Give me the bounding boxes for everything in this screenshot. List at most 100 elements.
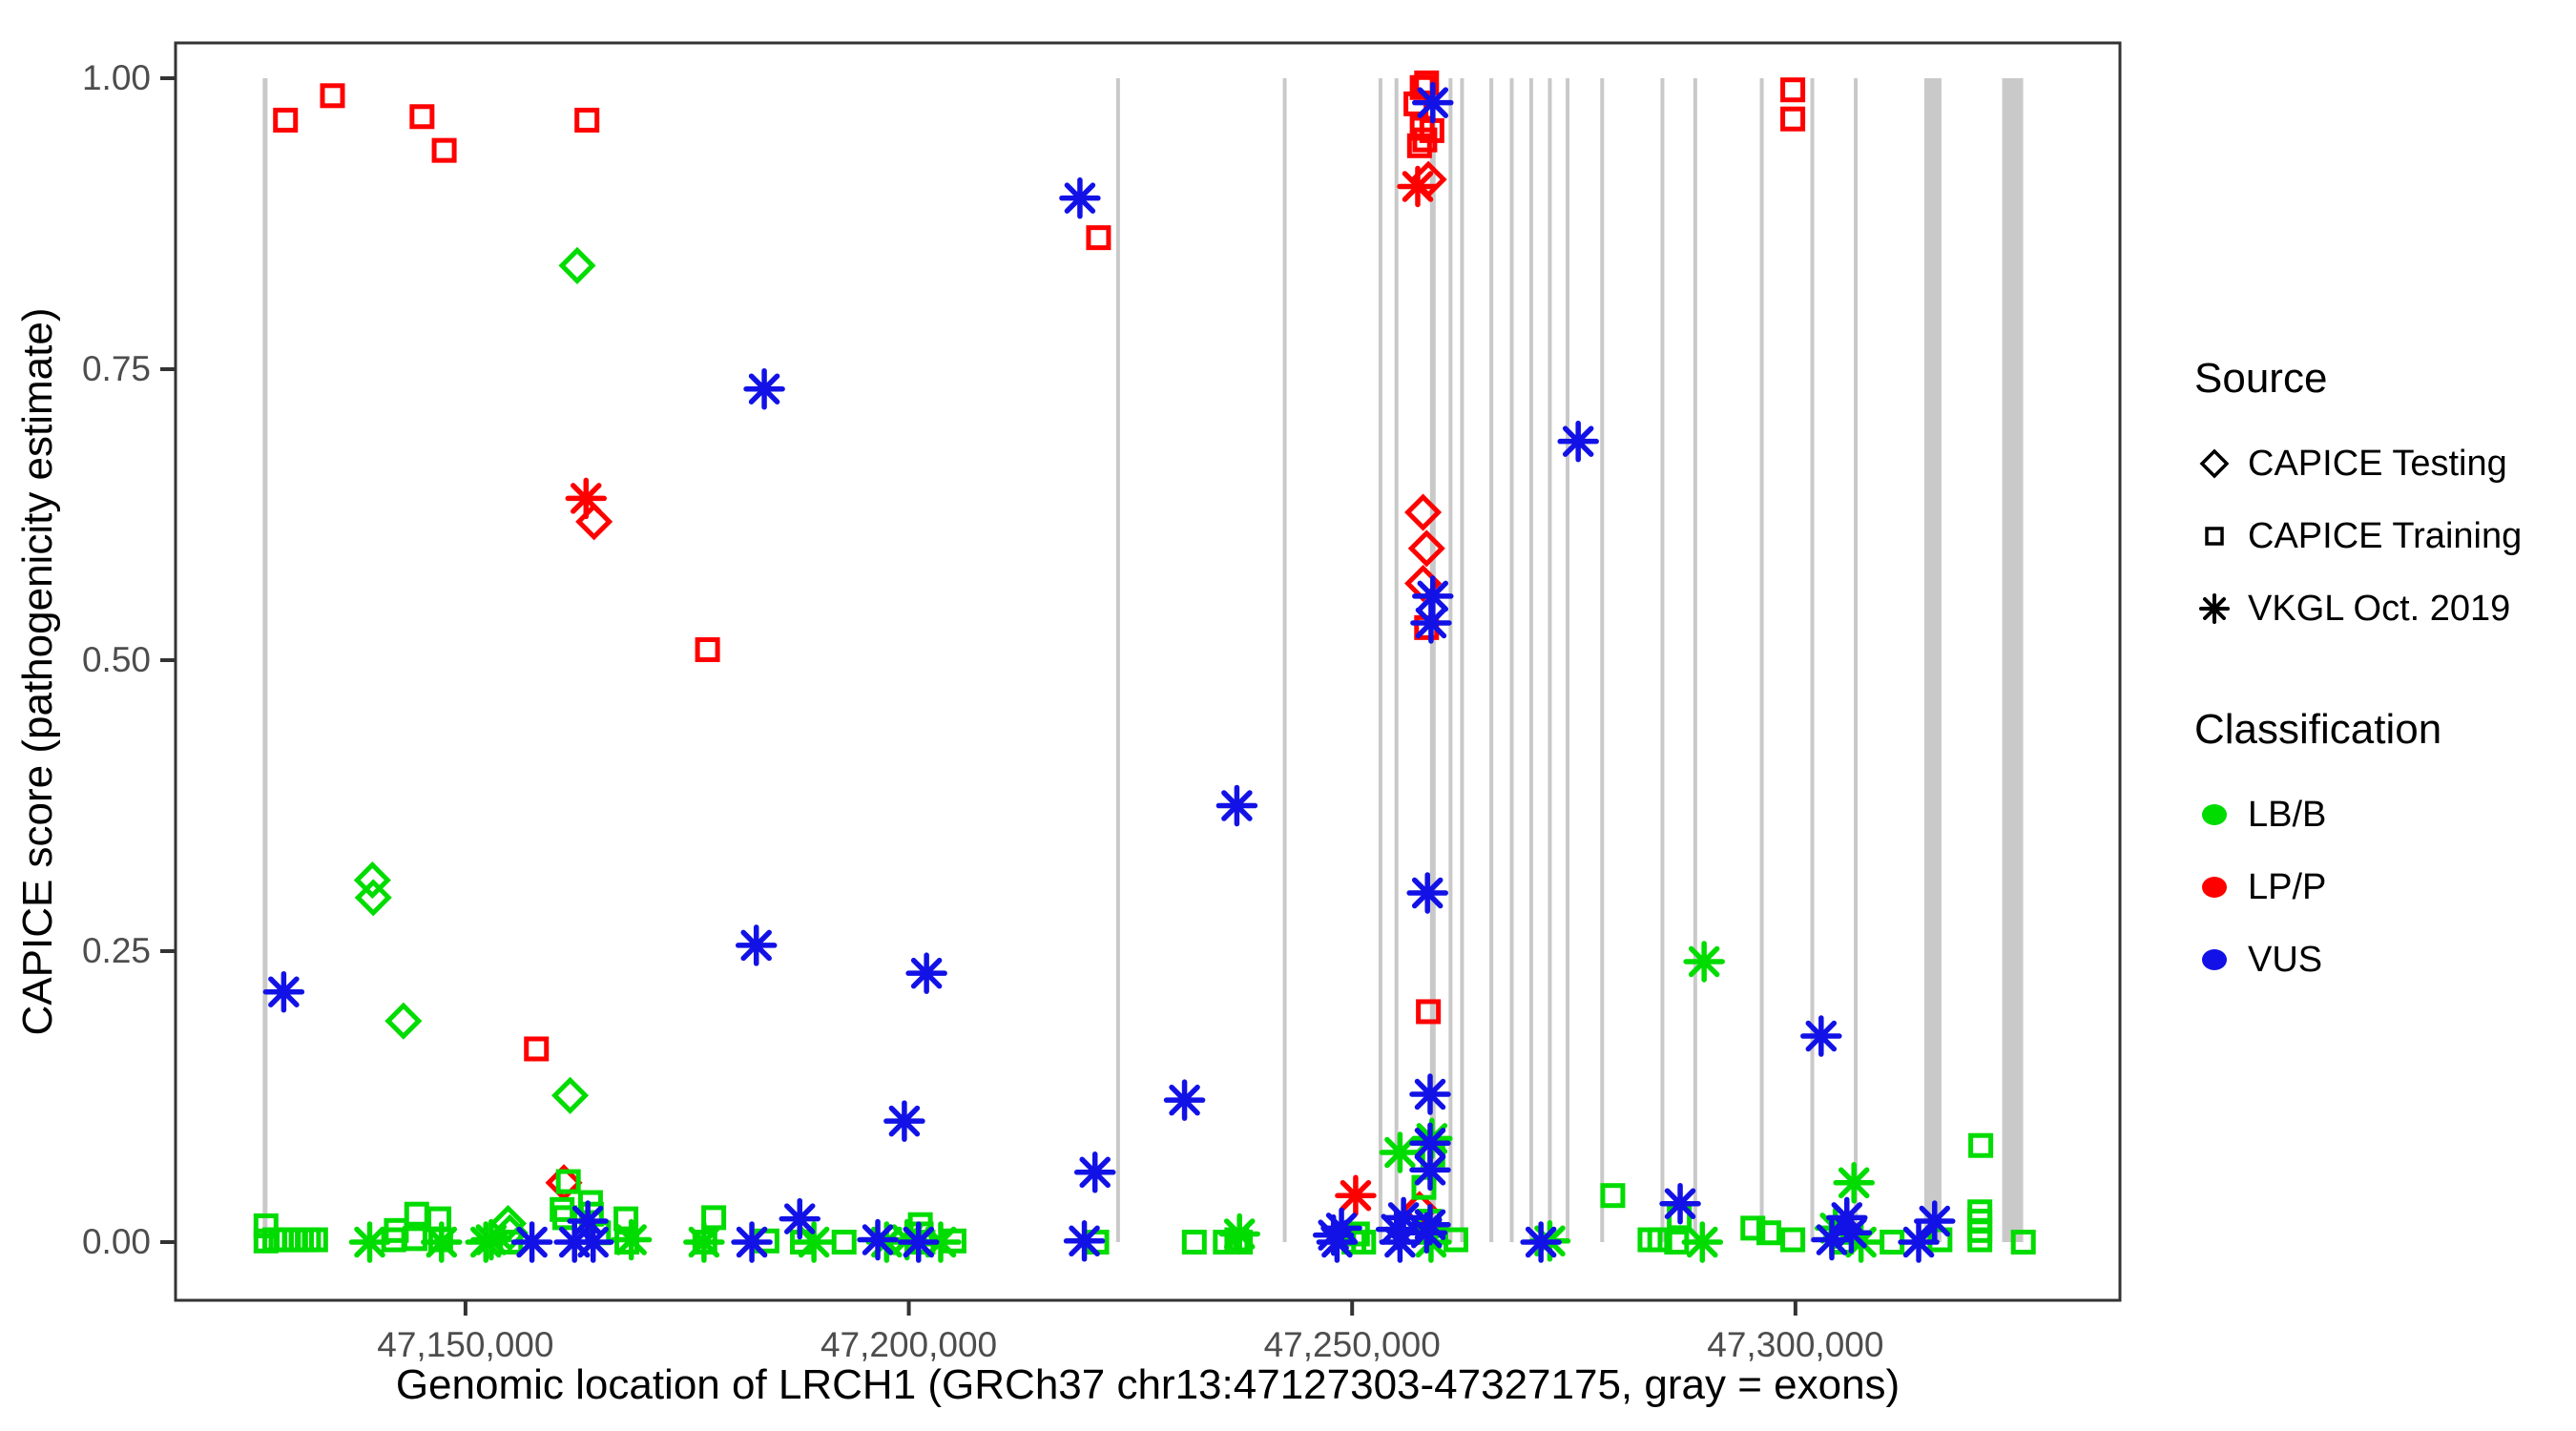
data-point	[1659, 1182, 1701, 1225]
legend-classification: Classification LB/B LP/P VUS	[2194, 706, 2522, 996]
data-point	[558, 246, 596, 284]
data-point	[1898, 1221, 1940, 1263]
data-point	[348, 1221, 391, 1263]
data-point	[1059, 176, 1101, 219]
data-point	[296, 1227, 322, 1253]
legend-item-label: VUS	[2248, 939, 2323, 980]
diamond-icon	[2199, 448, 2230, 479]
exon-bar	[1759, 78, 1764, 1242]
y-tick-label: 0.50	[81, 640, 151, 679]
data-point	[1397, 165, 1439, 208]
y-tick-label: 1.00	[81, 58, 151, 97]
data-point	[2010, 1230, 2036, 1255]
y-tick-label: 0.00	[81, 1222, 151, 1261]
data-point	[1800, 1015, 1842, 1057]
data-point	[1647, 1227, 1672, 1253]
data-point	[1335, 1174, 1377, 1216]
data-point	[1406, 872, 1448, 914]
y-tick-label: 0.25	[81, 931, 151, 970]
data-point	[857, 1218, 899, 1261]
x-tick-label: 47,150,000	[377, 1325, 554, 1364]
x-tick-label: 47,250,000	[1263, 1325, 1441, 1364]
data-point	[1409, 1149, 1451, 1192]
data-point	[1520, 1221, 1562, 1263]
exon-bar	[1509, 78, 1514, 1242]
data-point	[275, 1227, 301, 1253]
exon-bar	[1282, 78, 1287, 1242]
legend-item-vkgl: VKGL Oct. 2019	[2194, 572, 2522, 645]
exon-bar	[1528, 78, 1533, 1242]
data-point	[610, 1218, 653, 1261]
data-point	[510, 1221, 553, 1263]
exon-bar	[1854, 78, 1859, 1242]
data-point	[302, 1227, 328, 1253]
data-point	[1780, 77, 1806, 103]
data-point	[1416, 999, 1442, 1025]
data-point	[384, 1002, 423, 1040]
data-point	[1780, 106, 1806, 132]
data-point	[1833, 1162, 1875, 1204]
legend-item-label: LP/P	[2248, 866, 2327, 907]
legend-source: Source CAPICE Testing CAPICE Training	[2194, 355, 2522, 645]
data-point	[898, 1221, 940, 1263]
data-point	[883, 1100, 925, 1142]
data-point	[1914, 1200, 1956, 1242]
data-point	[354, 879, 392, 917]
exon-bar	[2002, 78, 2024, 1242]
data-point	[1740, 1215, 1766, 1241]
green-dot-icon	[2202, 804, 2227, 825]
exon-bar	[1115, 78, 1120, 1242]
data-point	[743, 367, 785, 410]
data-point	[353, 861, 391, 900]
exon-bar	[1548, 78, 1552, 1242]
data-point	[1320, 1207, 1362, 1250]
data-point	[1181, 1230, 1207, 1255]
data-point	[1780, 1227, 1806, 1253]
data-point	[1830, 1212, 1873, 1254]
data-point	[1163, 1079, 1206, 1121]
data-point	[421, 1221, 463, 1263]
legend-item-capice-training: CAPICE Training	[2194, 500, 2522, 572]
exon-bar	[1693, 78, 1697, 1242]
square-icon	[2205, 527, 2224, 546]
data-point	[613, 1206, 639, 1232]
data-point	[404, 1201, 429, 1227]
data-point	[735, 924, 778, 966]
exon-bar	[1489, 78, 1494, 1242]
legend: Source CAPICE Testing CAPICE Training	[2194, 355, 2522, 996]
exon-bar	[262, 78, 268, 1242]
data-point	[470, 1218, 512, 1261]
legend-item-label: CAPICE Training	[2248, 515, 2523, 556]
data-point	[683, 1221, 725, 1263]
legend-item-label: VKGL Oct. 2019	[2248, 588, 2511, 629]
plot-border	[174, 41, 2122, 1302]
exon-bar	[1378, 78, 1382, 1242]
x-axis-title: Genomic location of LRCH1 (GRCh37 chr13:…	[395, 1361, 1901, 1408]
data-point	[1073, 1151, 1116, 1193]
data-point	[431, 137, 457, 163]
data-point	[1409, 1203, 1451, 1246]
data-point	[1407, 529, 1445, 568]
x-tick-label: 47,300,000	[1707, 1325, 1884, 1364]
legend-item-lpp: LP/P	[2194, 851, 2522, 923]
data-point	[1409, 1073, 1451, 1115]
data-point	[575, 503, 613, 541]
data-point	[1404, 493, 1443, 531]
legend-item-lbb: LB/B	[2194, 778, 2522, 851]
data-point	[1412, 575, 1454, 617]
data-point	[1086, 225, 1111, 251]
data-point	[551, 1076, 590, 1114]
data-point	[402, 1226, 427, 1252]
data-point	[905, 952, 947, 994]
y-tick-label: 0.75	[81, 349, 151, 388]
data-point	[565, 477, 608, 520]
exon-bar	[1448, 78, 1453, 1242]
x-tick-label: 47,200,000	[820, 1325, 998, 1364]
data-point	[920, 1221, 962, 1263]
legend-item-vus: VUS	[2194, 923, 2522, 996]
data-point	[695, 637, 720, 663]
data-point	[551, 1205, 577, 1231]
blue-dot-icon	[2202, 949, 2227, 970]
exon-bar	[1460, 78, 1465, 1242]
